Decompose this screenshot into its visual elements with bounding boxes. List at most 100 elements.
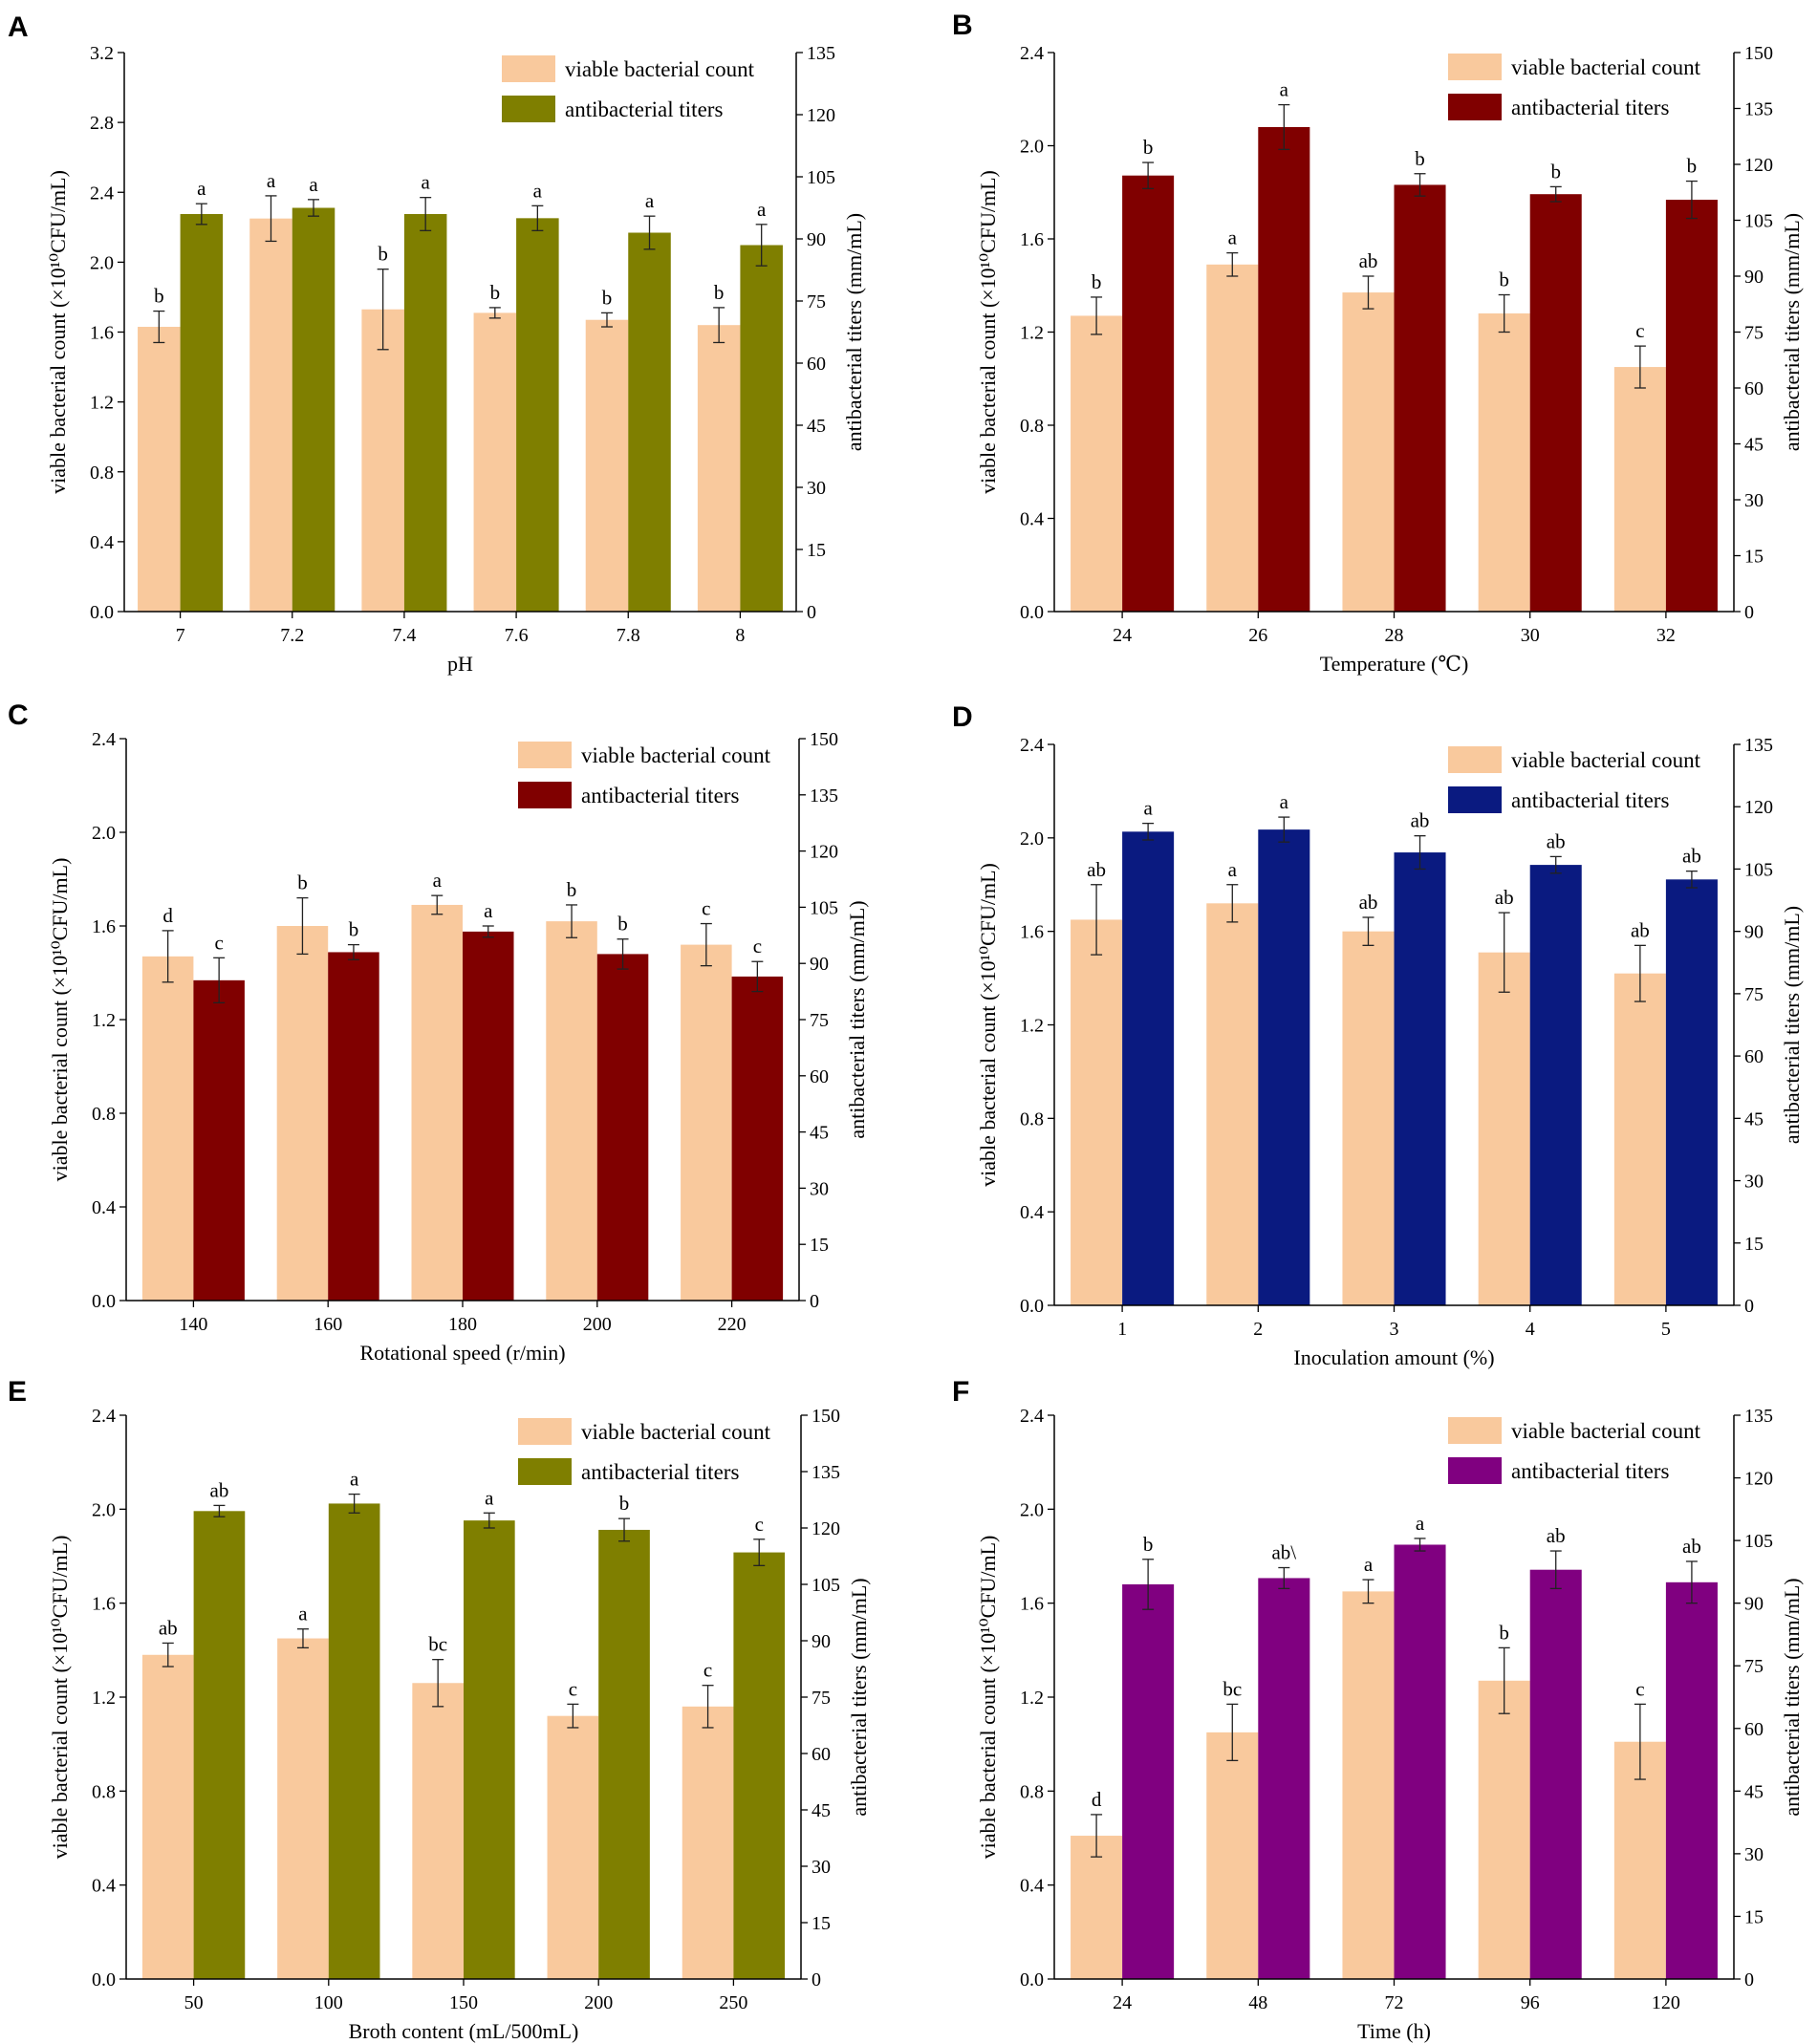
right-tick-label: 105 <box>1744 1531 1773 1552</box>
significance-label: ab <box>1359 249 1378 272</box>
bar-viable <box>546 921 597 1301</box>
right-axis-title: antibacterial titers (mm/mL) <box>1780 213 1804 451</box>
left-axis-title: viable bacterial count (×10¹⁰CFU/mL) <box>976 170 1000 494</box>
x-tick-label: 200 <box>583 1314 612 1335</box>
right-tick-label: 150 <box>810 729 838 750</box>
legend-label: antibacterial titers <box>565 97 723 121</box>
right-tick-label: 0 <box>1744 1296 1754 1317</box>
bar-titer <box>1665 879 1718 1305</box>
left-tick-label: 0.4 <box>1020 1202 1044 1223</box>
right-tick-label: 105 <box>812 1575 840 1596</box>
bar-titer <box>1122 175 1175 612</box>
bar-viable <box>1613 973 1666 1305</box>
x-tick-label: 5 <box>1661 1319 1671 1340</box>
significance-label: b <box>297 871 308 894</box>
bar-viable <box>141 1654 194 1979</box>
significance-label: a <box>1228 226 1238 249</box>
legend-label: viable bacterial count <box>1511 1419 1701 1443</box>
bar-titer <box>403 214 447 612</box>
significance-label: b <box>1499 1621 1509 1644</box>
x-axis-title: Broth content (mL/500mL) <box>349 2019 579 2043</box>
x-tick-label: 1 <box>1117 1319 1127 1340</box>
left-tick-label: 2.4 <box>92 729 116 750</box>
left-tick-label: 2.4 <box>90 183 114 204</box>
significance-label: b <box>1143 136 1154 159</box>
left-tick-label: 1.2 <box>1020 1688 1044 1709</box>
x-axis-title: Temperature (℃) <box>1320 652 1469 676</box>
bar-viable <box>1342 1591 1395 1979</box>
significance-label: a <box>1228 858 1238 881</box>
right-tick-label: 15 <box>1744 1234 1764 1255</box>
x-tick-label: 180 <box>448 1314 477 1335</box>
bar-titer <box>1258 127 1310 612</box>
right-tick-label: 45 <box>1744 1781 1764 1802</box>
significance-label: ab <box>1631 918 1650 941</box>
bar-viable <box>412 1683 464 1979</box>
right-tick-label: 135 <box>807 43 835 64</box>
x-tick-label: 50 <box>184 1992 204 2013</box>
right-tick-label: 45 <box>807 416 826 437</box>
right-axis-title: antibacterial titers (mm/mL) <box>1780 1578 1804 1816</box>
x-tick-label: 7 <box>176 625 185 646</box>
bar-titer <box>1394 852 1446 1305</box>
significance-label: ab <box>1682 845 1701 868</box>
panel-letter: A <box>8 11 29 43</box>
panel-letter: D <box>952 701 973 733</box>
legend-label: antibacterial titers <box>1511 788 1669 812</box>
bar-viable <box>473 312 517 612</box>
right-tick-label: 90 <box>1744 267 1764 288</box>
right-tick-label: 60 <box>1744 378 1764 399</box>
right-tick-label: 75 <box>1744 984 1764 1005</box>
right-tick-label: 120 <box>1744 1469 1773 1490</box>
right-tick-label: 150 <box>812 1406 840 1427</box>
x-tick-label: 220 <box>718 1314 747 1335</box>
right-tick-label: 30 <box>1744 1844 1764 1865</box>
x-tick-label: 7.6 <box>505 625 529 646</box>
bar-titer <box>1394 1544 1446 1979</box>
right-tick-label: 90 <box>807 229 826 250</box>
significance-label: a <box>422 171 431 194</box>
significance-label: a <box>309 173 318 196</box>
significance-label: a <box>484 899 493 922</box>
left-tick-label: 1.6 <box>90 323 114 344</box>
right-tick-label: 120 <box>807 105 835 126</box>
x-tick-label: 24 <box>1113 625 1132 646</box>
x-tick-label: 160 <box>314 1314 342 1335</box>
bar-titer <box>463 931 514 1301</box>
left-tick-label: 1.2 <box>92 1688 116 1709</box>
right-tick-label: 135 <box>812 1462 840 1483</box>
panel-letter: B <box>952 10 973 41</box>
right-tick-label: 105 <box>810 897 838 918</box>
significance-label: b <box>378 243 388 266</box>
x-tick-label: 140 <box>179 1314 207 1335</box>
left-tick-label: 0.0 <box>1020 1296 1044 1317</box>
right-tick-label: 75 <box>812 1688 831 1709</box>
significance-label: a <box>485 1486 494 1509</box>
left-tick-label: 2.4 <box>1020 735 1044 756</box>
left-tick-label: 2.0 <box>1020 1499 1044 1520</box>
bar-titer <box>1529 194 1582 612</box>
right-tick-label: 15 <box>807 540 826 561</box>
significance-label: a <box>433 869 443 892</box>
right-tick-label: 0 <box>1744 1969 1754 1990</box>
significance-label: b <box>619 1492 630 1515</box>
right-tick-label: 105 <box>807 167 835 188</box>
left-tick-label: 2.0 <box>90 252 114 273</box>
bar-titer <box>1529 1569 1582 1979</box>
bar-titer <box>596 954 649 1301</box>
legend-swatch <box>518 1458 572 1485</box>
right-tick-label: 15 <box>812 1913 831 1934</box>
significance-label: b <box>1143 1533 1154 1556</box>
right-tick-label: 60 <box>1744 1046 1764 1067</box>
bar-titer <box>516 218 559 613</box>
bar-titer <box>1122 831 1175 1305</box>
significance-label: a <box>350 1468 359 1491</box>
legend-label: viable bacterial count <box>1511 748 1701 772</box>
right-tick-label: 0 <box>807 602 816 623</box>
significance-label: a <box>1280 790 1289 813</box>
significance-label: ab <box>1359 891 1378 914</box>
bar-viable <box>1206 1732 1259 1979</box>
